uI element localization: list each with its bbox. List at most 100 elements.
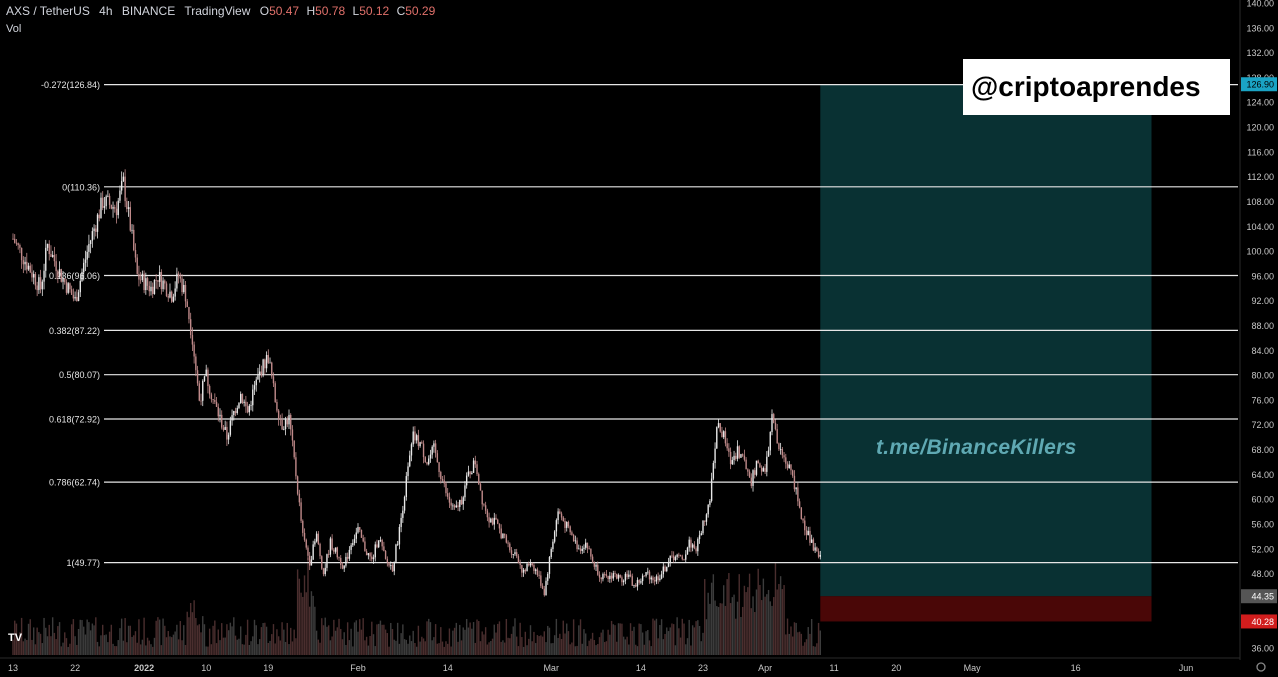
candle <box>238 403 240 408</box>
stop-zone[interactable] <box>820 596 1152 622</box>
volume-bar <box>516 636 518 655</box>
candle <box>609 575 611 579</box>
volume-bar <box>638 623 640 655</box>
candle <box>447 493 449 497</box>
candle <box>762 468 765 472</box>
candle <box>773 414 775 423</box>
volume-bar <box>177 639 180 655</box>
volume-bar <box>333 619 335 655</box>
candle <box>597 564 599 575</box>
volume-bar <box>86 619 88 655</box>
volume-bar <box>716 606 718 655</box>
settings-gear-icon[interactable] <box>1256 662 1266 672</box>
candle <box>362 537 364 542</box>
candle <box>424 457 426 463</box>
volume-bar <box>648 640 651 655</box>
candle <box>704 520 706 522</box>
volume-bar <box>526 645 528 655</box>
candle <box>771 414 773 432</box>
volume-bar <box>616 641 618 655</box>
volume-bar <box>797 632 799 655</box>
volume-bar <box>798 631 801 655</box>
candle <box>524 569 527 572</box>
candle <box>383 546 385 551</box>
volume-bar <box>543 631 545 655</box>
volume-bar <box>234 635 237 655</box>
candle <box>355 532 357 539</box>
candle <box>491 518 494 525</box>
interval-label[interactable]: 4h <box>99 4 113 18</box>
high-value: 50.78 <box>315 4 346 18</box>
volume-bar <box>158 619 161 655</box>
price-tick-label: 68.00 <box>1251 445 1274 455</box>
candle <box>348 549 351 559</box>
candle <box>541 585 544 589</box>
symbol-name[interactable]: AXS / TetherUS <box>6 4 90 18</box>
candle <box>402 510 404 518</box>
candle <box>200 400 202 402</box>
candle <box>12 238 14 240</box>
candle <box>24 261 26 265</box>
volume-bar <box>647 630 649 655</box>
candle <box>181 278 183 293</box>
volume-bar <box>359 619 361 655</box>
volume-bar <box>393 639 395 655</box>
volume-bar <box>731 597 734 655</box>
candle <box>193 344 195 357</box>
volume-bar <box>265 626 268 655</box>
volume-bar <box>381 624 383 655</box>
volume-bar <box>167 631 169 655</box>
volume-bar <box>295 638 297 655</box>
volume-bar <box>22 641 25 655</box>
candle <box>428 458 430 465</box>
candle <box>614 573 616 574</box>
candle <box>390 565 392 566</box>
candle <box>690 539 692 548</box>
volume-bar <box>246 619 249 655</box>
candle <box>666 566 668 572</box>
volume-bar <box>241 644 244 655</box>
time-tick-label: 2022 <box>134 663 154 673</box>
time-tick-label: 11 <box>829 663 838 673</box>
candle <box>333 549 335 552</box>
candle <box>107 195 109 197</box>
volume-bar <box>193 600 195 655</box>
volume-bar <box>735 618 737 655</box>
fib-level-label: 0.618(72.92) <box>49 415 100 425</box>
volume-bar <box>805 639 808 655</box>
candle <box>386 558 389 563</box>
candle <box>296 476 299 494</box>
price-tick-label: 104.00 <box>1246 222 1274 232</box>
fib-level-label: -0.272(126.84) <box>41 80 100 90</box>
tradingview-logo-icon[interactable]: TV <box>8 632 23 644</box>
volume-bar <box>317 639 320 655</box>
volume-bar <box>12 639 14 655</box>
candle <box>227 434 230 440</box>
volume-bar <box>291 641 294 655</box>
candle <box>617 574 620 579</box>
volume-bar <box>793 622 796 655</box>
volume-bar <box>269 640 271 655</box>
volume-bar <box>764 596 766 655</box>
candle <box>728 448 730 452</box>
candle <box>336 547 338 558</box>
candle <box>117 200 119 216</box>
volume-bar <box>569 644 571 655</box>
volume-bar <box>20 617 23 655</box>
volume-bar <box>474 642 476 655</box>
volume-bar <box>814 646 816 655</box>
candle <box>395 544 397 562</box>
candle <box>127 207 130 210</box>
volume-bar <box>502 640 504 655</box>
candle <box>188 307 190 320</box>
volume-bar <box>124 618 126 655</box>
volume-bar <box>46 636 49 655</box>
candle <box>798 501 801 508</box>
target-zone[interactable] <box>820 84 1152 597</box>
volume-bar <box>493 624 495 655</box>
candle <box>236 407 238 414</box>
volume-bar <box>369 635 371 655</box>
candle <box>816 547 818 552</box>
volume-bar <box>478 621 480 655</box>
